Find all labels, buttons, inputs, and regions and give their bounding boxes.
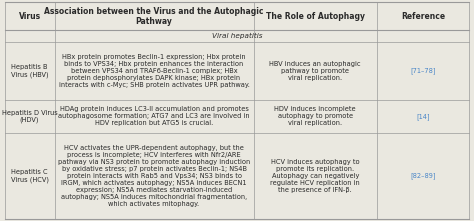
Text: Reference: Reference xyxy=(401,12,445,21)
Text: Hepatitis B
Virus (HBV): Hepatitis B Virus (HBV) xyxy=(11,64,48,78)
Text: Hepatitis D Virus
(HDV): Hepatitis D Virus (HDV) xyxy=(2,110,57,123)
Text: HDV induces incomplete
autophagy to promote
viral replication.: HDV induces incomplete autophagy to prom… xyxy=(274,107,356,126)
Text: HBx protein promotes Beclin-1 expression; Hbx protein
binds to VPS34; Hbx protei: HBx protein promotes Beclin-1 expression… xyxy=(59,54,249,88)
Text: HCV activates the UPR-dependent autophagy, but the
process is incomplete; HCV in: HCV activates the UPR-dependent autophag… xyxy=(58,145,250,207)
Text: Hepatitis C
Virus (HCV): Hepatitis C Virus (HCV) xyxy=(10,169,49,183)
Text: [14]: [14] xyxy=(416,113,430,120)
Text: HBV induces an autophagic
pathway to promote
viral replication.: HBV induces an autophagic pathway to pro… xyxy=(269,61,361,81)
Text: HCV induces autophagy to
promote its replication.
Autophagy can negatively
regul: HCV induces autophagy to promote its rep… xyxy=(270,159,360,193)
Text: Association between the Virus and the Autophagic
Pathway: Association between the Virus and the Au… xyxy=(44,7,264,26)
Text: Virus: Virus xyxy=(18,12,41,21)
Text: The Role of Autophagy: The Role of Autophagy xyxy=(266,12,365,21)
Text: [71–78]: [71–78] xyxy=(410,68,436,74)
Text: [82–89]: [82–89] xyxy=(410,173,436,179)
Text: HDAg protein induces LC3-II accumulation and promotes
autophagosome formation; A: HDAg protein induces LC3-II accumulation… xyxy=(58,107,250,126)
Text: Viral hepatitis: Viral hepatitis xyxy=(212,33,262,39)
